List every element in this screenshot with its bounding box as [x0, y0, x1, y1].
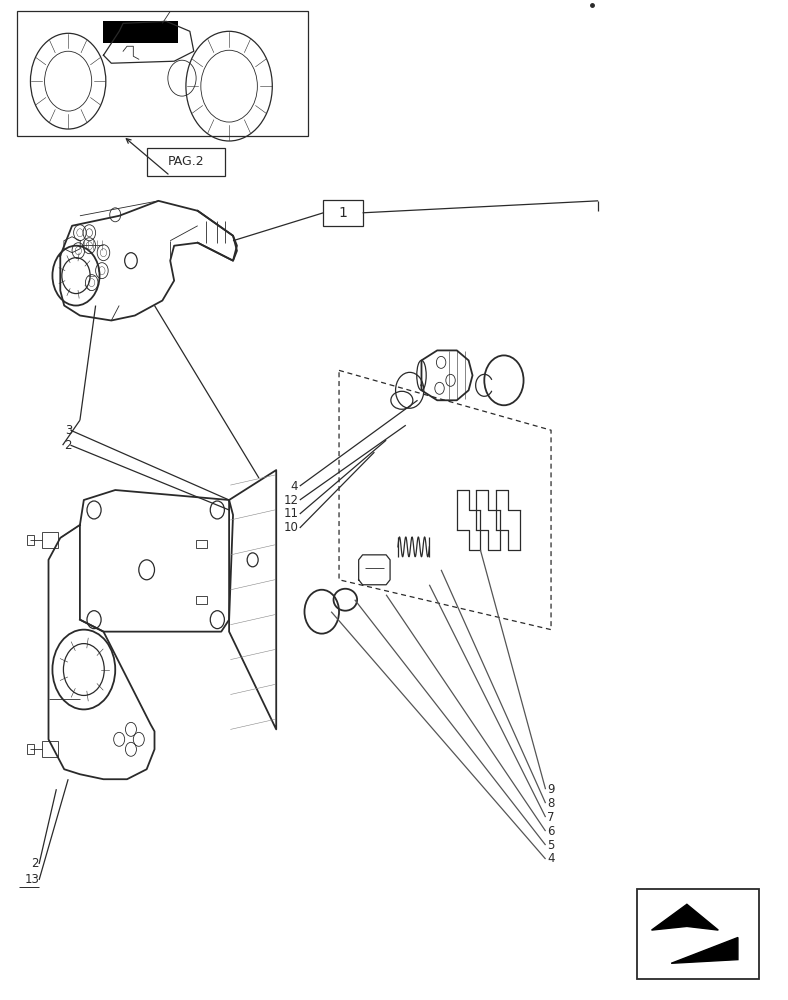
Bar [147, 148, 225, 176]
Bar [323, 200, 362, 226]
Text: 4: 4 [547, 852, 555, 865]
Bar [27, 535, 35, 545]
Text: 8: 8 [547, 797, 555, 810]
Text: 11: 11 [283, 507, 298, 520]
Text: 1: 1 [339, 206, 348, 220]
Polygon shape [652, 904, 719, 930]
Text: 4: 4 [291, 480, 298, 493]
Bar [196, 540, 207, 548]
Text: 2: 2 [65, 439, 72, 452]
Bar [27, 744, 35, 754]
Text: 10: 10 [284, 521, 298, 534]
Text: 7: 7 [547, 811, 555, 824]
Bar [103, 21, 178, 43]
Bar [196, 596, 207, 604]
Polygon shape [671, 937, 738, 963]
Text: 2: 2 [32, 857, 39, 870]
Text: 12: 12 [283, 494, 298, 507]
Bar [17, 11, 307, 136]
Text: 13: 13 [24, 873, 39, 886]
Bar [43, 741, 58, 757]
Text: 9: 9 [547, 783, 555, 796]
Text: PAG.2: PAG.2 [168, 155, 204, 168]
Text: 3: 3 [65, 424, 72, 437]
Bar [43, 532, 58, 548]
Text: 5: 5 [547, 839, 555, 852]
Text: 6: 6 [547, 825, 555, 838]
Bar [637, 889, 759, 979]
